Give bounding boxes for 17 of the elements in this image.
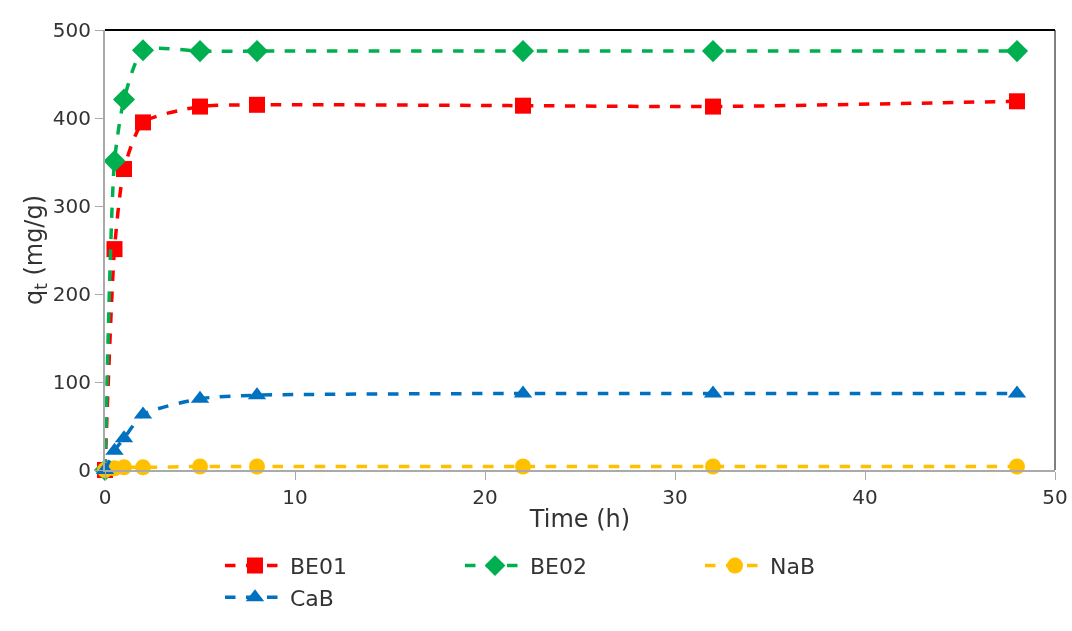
- y-tick-label: 100: [52, 370, 91, 394]
- x-tick-label: 50: [1042, 485, 1068, 509]
- x-tick-label: 20: [472, 485, 498, 509]
- legend-label: NaB: [770, 554, 816, 580]
- x-tick-label: 10: [282, 485, 308, 509]
- y-tick-label: 200: [52, 282, 91, 306]
- legend-label: BE02: [530, 554, 587, 580]
- y-tick-label: 500: [52, 18, 91, 42]
- x-tick-label: 0: [98, 485, 112, 509]
- y-tick-label: 300: [52, 194, 91, 218]
- x-tick-label: 30: [662, 485, 688, 509]
- legend-label: BE01: [290, 554, 347, 580]
- y-tick-label: 0: [78, 458, 91, 482]
- y-tick-label: 400: [52, 106, 91, 130]
- x-tick-label: 40: [852, 485, 878, 509]
- x-axis-title: Time (h): [528, 504, 631, 533]
- legend-label: CaB: [290, 585, 334, 611]
